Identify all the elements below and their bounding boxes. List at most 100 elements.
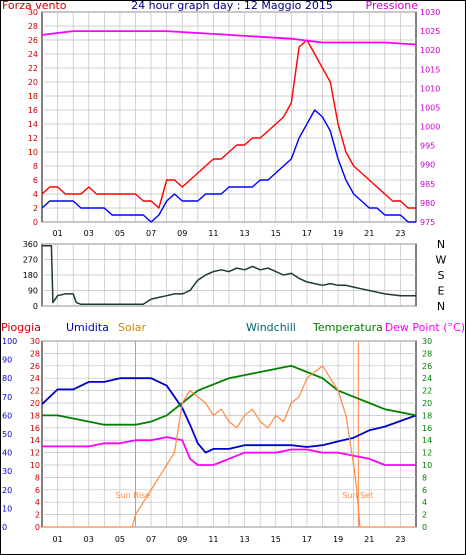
rain-tick-label: 8 — [35, 473, 40, 482]
right-tick-label: 990 — [420, 161, 435, 170]
rain-tick-label: 18 — [30, 411, 40, 420]
temp-tick-label: 22 — [422, 387, 432, 396]
humidity-tick-label: 10 — [2, 504, 12, 513]
temp-tick-label: 0 — [422, 523, 427, 532]
left-tick-label: 0 — [33, 218, 38, 227]
rain-tick-label: 6 — [35, 486, 40, 495]
series-wind — [41, 109, 416, 223]
rain-tick-label: 24 — [30, 374, 40, 383]
x-tick-label: 09 — [177, 229, 187, 238]
right-tick-label: 1015 — [420, 65, 440, 74]
left-tick-label: 2 — [33, 204, 38, 213]
humidity-tick-label: 50 — [2, 430, 12, 439]
temp-tick-label: 30 — [422, 337, 432, 346]
left-tick-label: 22 — [28, 64, 38, 73]
direction-tick-label: 270 — [23, 256, 38, 265]
right-tick-label: 1020 — [420, 46, 440, 55]
temp-tick-label: 14 — [422, 436, 432, 445]
right-tick-label: 985 — [420, 180, 435, 189]
humidity-tick-label: 100 — [2, 337, 17, 346]
rain-label: Pioggia — [1, 321, 41, 334]
rain-tick-label: 16 — [30, 424, 40, 433]
left-tick-label: 8 — [33, 162, 38, 171]
series-gust — [41, 39, 416, 209]
left-tick-label: 6 — [33, 176, 38, 185]
right-tick-label: 980 — [420, 199, 435, 208]
right-tick-label: 1025 — [420, 27, 440, 36]
sun-set-annotation: Sun Set — [342, 491, 373, 500]
x-tick-label: 01 — [52, 535, 62, 544]
left-axis-label: Forza vento — [2, 0, 67, 12]
humidity-tick-label: 70 — [2, 393, 12, 402]
left-tick-label: 4 — [33, 190, 38, 199]
direction-tick-label: 180 — [23, 271, 38, 280]
rain-tick-label: 2 — [35, 511, 40, 520]
rain-tick-label: 20 — [30, 399, 40, 408]
rain-tick-label: 30 — [30, 337, 40, 346]
rain-tick-label: 28 — [30, 349, 40, 358]
humidity-tick-label: 0 — [2, 523, 7, 532]
humidity-tick-label: 60 — [2, 411, 12, 420]
compass-label: N — [437, 238, 445, 251]
right-tick-label: 1000 — [420, 123, 440, 132]
rain-tick-label: 14 — [30, 436, 40, 445]
temp-tick-label: 20 — [422, 399, 432, 408]
direction-tick-label: 90 — [28, 287, 38, 296]
humidity-label: Umidita — [66, 321, 109, 334]
sun-rise-annotation: Sun Rise — [116, 491, 151, 500]
x-tick-label: 05 — [115, 229, 125, 238]
temperature-label: Temperatura — [312, 321, 383, 334]
left-tick-label: 12 — [28, 134, 38, 143]
left-tick-label: 18 — [28, 92, 38, 101]
x-tick-label: 13 — [239, 229, 249, 238]
temp-tick-label: 26 — [422, 362, 432, 371]
right-tick-label: 1030 — [420, 8, 440, 17]
x-tick-label: 13 — [239, 535, 249, 544]
x-tick-label: 09 — [177, 535, 187, 544]
compass-label: E — [438, 285, 445, 298]
x-tick-label: 11 — [208, 229, 218, 238]
rain-tick-label: 26 — [30, 362, 40, 371]
series-humidity — [41, 377, 417, 454]
x-tick-label: 17 — [302, 535, 312, 544]
right-tick-label: 1005 — [420, 103, 440, 112]
left-tick-label: 10 — [28, 148, 38, 157]
series-solar — [42, 365, 416, 528]
x-tick-label: 03 — [84, 229, 94, 238]
x-tick-label: 15 — [271, 229, 281, 238]
x-tick-label: 17 — [302, 229, 312, 238]
compass-label: W — [436, 254, 447, 267]
left-tick-label: 28 — [28, 22, 38, 31]
right-tick-label: 995 — [420, 142, 435, 151]
x-tick-label: 23 — [395, 535, 405, 544]
rain-tick-label: 22 — [30, 387, 40, 396]
left-tick-label: 24 — [28, 50, 38, 59]
compass-label: N — [437, 300, 445, 313]
right-axis-label: Pressione — [366, 0, 419, 12]
temp-tick-label: 8 — [422, 473, 427, 482]
direction-tick-label: 360 — [23, 240, 38, 249]
compass-label: S — [438, 269, 445, 282]
chart-title: 24 hour graph day : 12 Maggio 2015 — [131, 0, 333, 12]
temp-tick-label: 12 — [422, 449, 432, 458]
temp-tick-label: 18 — [422, 411, 432, 420]
humidity-tick-label: 30 — [2, 467, 12, 476]
rain-tick-label: 4 — [35, 498, 40, 507]
left-tick-label: 20 — [28, 78, 38, 87]
right-tick-label: 975 — [420, 218, 435, 227]
series-dewpoint — [42, 436, 416, 466]
rain-tick-label: 10 — [30, 461, 40, 470]
x-tick-label: 21 — [364, 229, 374, 238]
x-tick-label: 23 — [395, 229, 405, 238]
temp-tick-label: 10 — [422, 461, 432, 470]
series-direction — [42, 244, 416, 306]
series-pressure — [41, 30, 417, 46]
direction-tick-label: 0 — [33, 302, 38, 311]
x-tick-label: 01 — [52, 229, 62, 238]
x-tick-label: 05 — [115, 535, 125, 544]
x-tick-label: 19 — [333, 535, 343, 544]
humidity-tick-label: 90 — [2, 356, 12, 365]
x-tick-label: 19 — [333, 229, 343, 238]
temp-tick-label: 28 — [422, 349, 432, 358]
temp-tick-label: 24 — [422, 374, 432, 383]
